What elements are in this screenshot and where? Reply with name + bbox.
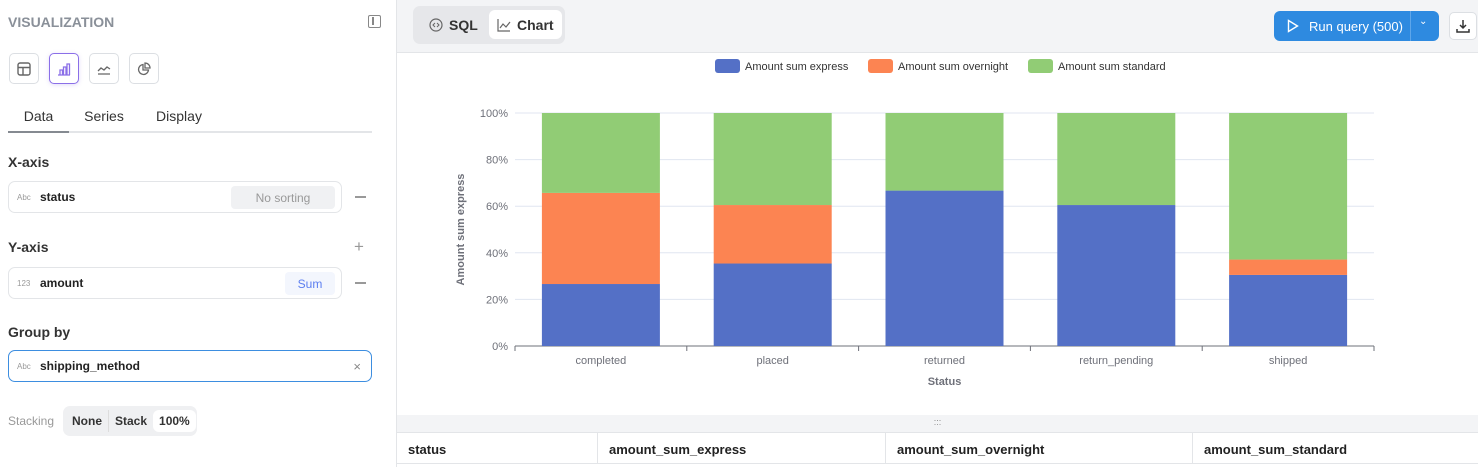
y-tick-label: 60% (486, 201, 508, 213)
bar-segment (541, 113, 660, 193)
x-tick-label: returned (924, 355, 965, 367)
remove-y-axis-icon[interactable] (355, 282, 366, 284)
viz-pie-button[interactable] (129, 53, 159, 84)
results-table-header: status amount_sum_express amount_sum_ove… (397, 432, 1478, 464)
bar-chart-icon (58, 62, 71, 76)
x-axis-field-name: status (40, 190, 76, 204)
play-icon (1287, 19, 1299, 33)
tab-series[interactable]: Series (84, 108, 124, 124)
stacking-none[interactable]: None (66, 410, 109, 432)
stacking-100[interactable]: 100% (153, 410, 196, 432)
chart-tab[interactable]: Chart (489, 10, 562, 39)
table-icon (17, 61, 31, 76)
remove-x-axis-icon[interactable] (355, 196, 366, 198)
legend-swatch (1028, 59, 1053, 73)
code-icon (429, 17, 443, 32)
y-tick-label: 20% (486, 294, 508, 306)
column-header[interactable]: amount_sum_standard (1204, 442, 1348, 457)
legend-swatch (715, 59, 740, 73)
column-header[interactable]: status (397, 433, 598, 463)
tab-display[interactable]: Display (156, 108, 202, 124)
x-tick-label: placed (756, 355, 788, 367)
bar-segment (713, 113, 832, 206)
stacking-stack[interactable]: Stack (115, 414, 148, 428)
viz-line-button[interactable] (89, 53, 119, 84)
y-axis-title: Amount sum express (455, 174, 467, 286)
stacking-control: None Stack 100% (63, 406, 197, 436)
bar-segment (541, 284, 660, 346)
bar-segment (1229, 274, 1348, 346)
x-tick-label: completed (576, 355, 627, 367)
sidebar-tabs: Data Series Display (8, 100, 372, 133)
bar-segment (885, 190, 1004, 346)
view-toggle: SQL Chart (413, 6, 565, 44)
chart-icon (497, 18, 511, 32)
x-tick-label: return_pending (1079, 355, 1153, 367)
x-axis-heading: X-axis (8, 154, 50, 170)
visualization-sidebar: VISUALIZATION Data Series Display X-axis… (0, 0, 397, 467)
legend-label: Amount sum overnight (898, 61, 1008, 73)
sql-tab[interactable]: SQL (421, 10, 486, 39)
bar-segment (1057, 205, 1176, 346)
stacked-bar-chart: 0% 20% 40% 60% 80% 100% completed placed returne… (455, 59, 1375, 388)
x-tick-label: shipped (1269, 355, 1308, 367)
legend-label: Amount sum standard (1058, 61, 1166, 73)
viz-bar-button[interactable] (49, 53, 79, 84)
sql-tab-label: SQL (449, 16, 478, 33)
bar-segment (885, 113, 1004, 191)
bar-segment (713, 263, 832, 346)
y-tick-label: 80% (486, 155, 508, 167)
y-tick-label: 100% (480, 108, 508, 120)
resize-handle[interactable]: ::: (397, 415, 1478, 432)
y-axis-field[interactable]: 123 amount Sum (8, 267, 342, 299)
column-header[interactable]: amount_sum_overnight (886, 433, 1193, 463)
viz-table-button[interactable] (9, 53, 39, 84)
run-query-label: Run query (500) (1309, 18, 1403, 34)
download-button[interactable] (1449, 12, 1477, 40)
number-type-icon: 123 (17, 278, 31, 288)
column-header[interactable]: amount_sum_express (598, 433, 886, 463)
add-y-axis-icon[interactable]: + (354, 237, 364, 256)
y-axis-heading: Y-axis (8, 239, 49, 255)
download-icon (1456, 20, 1470, 33)
sidebar-title: VISUALIZATION (8, 14, 115, 30)
legend-swatch (868, 59, 893, 73)
bar-segment (1229, 259, 1348, 275)
stacking-label: Stacking (8, 414, 55, 428)
group-by-field-name: shipping_method (40, 359, 140, 373)
bar-segment (1057, 113, 1176, 206)
x-axis-field[interactable]: Abc status No sorting (8, 181, 342, 213)
run-options-chevron-icon[interactable]: ⌄ (1419, 16, 1428, 27)
y-tick-label: 40% (486, 248, 508, 260)
x-axis-title: Status (928, 376, 962, 388)
group-by-field[interactable]: Abc shipping_method × (8, 350, 372, 382)
legend-label: Amount sum express (745, 61, 849, 73)
run-query-button[interactable]: Run query (500) ⌄ (1274, 11, 1439, 41)
bar-segment (541, 192, 660, 285)
clear-group-by-icon[interactable]: × (353, 358, 361, 374)
bar-segment (713, 205, 832, 264)
collapse-sidebar-icon[interactable] (368, 15, 381, 28)
sort-button[interactable]: No sorting (231, 186, 335, 209)
text-type-icon: Abc (17, 361, 31, 371)
pie-chart-icon (137, 61, 151, 75)
tab-data[interactable]: Data (8, 100, 69, 133)
toolbar: SQL Chart Run query (500) ⌄ (397, 0, 1478, 53)
group-by-heading: Group by (8, 324, 71, 340)
text-type-icon: Abc (17, 192, 31, 202)
y-axis-field-name: amount (40, 276, 84, 290)
aggregation-button[interactable]: Sum (285, 272, 335, 295)
bar-segment (1229, 113, 1348, 260)
y-tick-label: 0% (492, 341, 508, 353)
chart-tab-label: Chart (517, 16, 554, 33)
line-chart-icon (97, 65, 111, 75)
